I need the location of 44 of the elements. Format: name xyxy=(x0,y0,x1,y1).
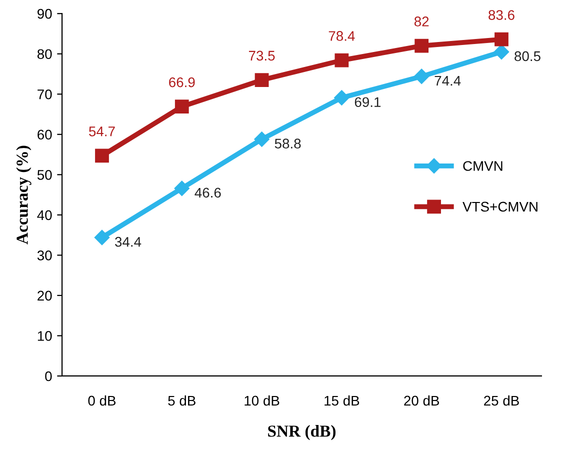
data-label: 69.1 xyxy=(354,97,381,108)
point xyxy=(494,32,508,46)
y-tick-label: 70 xyxy=(38,89,52,100)
point xyxy=(174,100,189,114)
y-tick-label: 50 xyxy=(37,170,52,180)
legend-label: CMVN xyxy=(463,161,502,171)
x-axis-title: SNR (dB) xyxy=(268,425,336,440)
point xyxy=(414,68,430,84)
data-label: 73.5 xyxy=(248,50,275,61)
data-label: 78.4 xyxy=(328,31,355,41)
point xyxy=(334,90,350,106)
point xyxy=(95,148,109,163)
y-tick-label: 40 xyxy=(37,210,52,220)
x-tick-label: 25 dB xyxy=(484,395,519,406)
point xyxy=(254,73,269,87)
x-tick-label: 20 dB xyxy=(404,395,440,406)
data-label: 83.6 xyxy=(488,10,514,20)
data-label: 74.4 xyxy=(434,76,461,86)
y-tick-label: 60 xyxy=(38,130,52,140)
x-tick-label: 0 dB xyxy=(88,395,116,406)
point xyxy=(494,44,510,60)
point xyxy=(334,53,349,68)
data-label: 46.6 xyxy=(194,188,221,198)
x-tick-label: 5 dB xyxy=(168,395,196,406)
point xyxy=(254,132,270,147)
y-axis-title: Accuracy (%) xyxy=(16,146,32,244)
y-tick-label: 30 xyxy=(37,250,52,260)
y-tick-label: 0 xyxy=(45,371,52,382)
point xyxy=(94,230,110,246)
x-tick-label: 15 dB xyxy=(324,395,360,406)
y-tick-label: 20 xyxy=(38,290,52,301)
data-label: 34.4 xyxy=(115,236,142,247)
y-tick-label: 80 xyxy=(37,49,52,60)
point xyxy=(414,38,429,53)
data-label: 58.8 xyxy=(274,138,301,149)
data-label: 80.5 xyxy=(514,51,540,62)
data-label: 54.7 xyxy=(89,126,115,136)
data-label: 82 xyxy=(414,16,429,26)
y-tick-label: 10 xyxy=(38,331,52,341)
y-tick-label: 90 xyxy=(38,8,52,19)
data-label: 66.9 xyxy=(169,77,195,88)
x-tick-label: 10 dB xyxy=(244,395,280,406)
point xyxy=(174,180,190,196)
legend-label: VTS+CMVN xyxy=(462,202,538,212)
